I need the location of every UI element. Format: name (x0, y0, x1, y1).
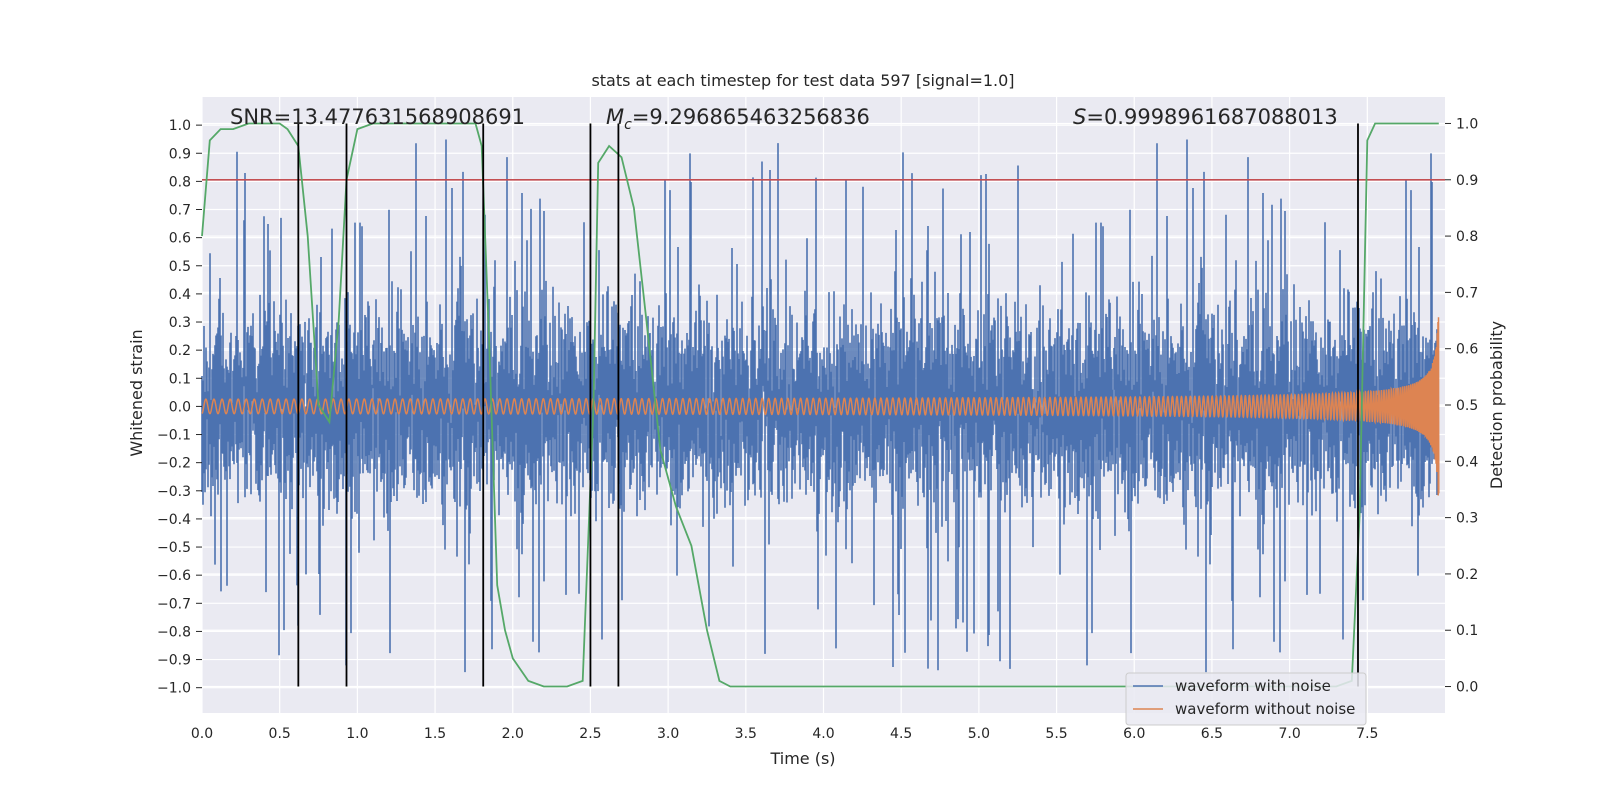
x-axis-label: Time (s) (769, 749, 835, 768)
x-tick-label-3: 1.5 (424, 726, 446, 742)
y-left-tick-label-16: −0.6 (157, 568, 191, 584)
y-right-tick-label-3: 0.7 (1456, 285, 1478, 301)
x-tick-label-13: 6.5 (1201, 726, 1223, 742)
x-tick-label-2: 1.0 (346, 726, 368, 742)
y-left-tick-label-4: 0.6 (169, 231, 191, 247)
y-right-tick-label-1: 0.9 (1456, 173, 1478, 189)
s-symbol: S (1073, 105, 1086, 129)
y-left-tick-label-1: 0.9 (169, 146, 191, 162)
legend-label-without-noise: waveform without noise (1175, 700, 1355, 718)
legend-label-with-noise: waveform with noise (1175, 677, 1331, 695)
y-right-tick-label-9: 0.1 (1456, 623, 1478, 639)
x-tick-label-6: 3.0 (657, 726, 679, 742)
y-left-tick-label-15: −0.5 (157, 540, 191, 556)
y-left-tick-label-19: −0.9 (157, 653, 191, 669)
y-right-tick-label-10: 0.0 (1456, 680, 1478, 696)
x-tick-label-10: 5.0 (968, 726, 990, 742)
y-left-tick-label-2: 0.8 (169, 174, 191, 190)
x-tick-label-15: 7.5 (1356, 726, 1378, 742)
chirp-mass-annotation: Mc=9.296865463256836 (606, 105, 870, 133)
right-y-axis-ticks: 1.0 0.9 0.8 0.7 0.6 0.5 0.4 0.3 0.2 0.1 0.0 (1445, 116, 1478, 696)
x-tick-label-5: 2.5 (579, 726, 601, 742)
right-y-axis-label: Detection probability (1487, 321, 1506, 489)
y-left-tick-label-17: −0.7 (157, 596, 191, 612)
y-right-tick-label-7: 0.3 (1456, 511, 1478, 527)
y-right-tick-label-2: 0.8 (1456, 229, 1478, 245)
y-left-tick-label-12: −0.2 (157, 456, 191, 472)
y-right-tick-label-5: 0.5 (1456, 398, 1478, 414)
y-left-tick-label-3: 0.7 (169, 203, 191, 219)
y-right-tick-label-0: 1.0 (1456, 116, 1478, 132)
x-axis-ticks: 0.0 0.5 1.0 1.5 2.0 2.5 3.0 3.5 4.0 4.5 5.0 5.5 6.0 6… (191, 726, 1379, 742)
vertical-markers (297, 123, 1359, 687)
y-left-tick-label-10: 0.0 (169, 399, 191, 415)
x-tick-label-7: 3.5 (735, 726, 757, 742)
y-right-tick-label-4: 0.6 (1456, 342, 1478, 358)
y-left-tick-label-5: 0.5 (169, 259, 191, 275)
legend-box (1125, 672, 1367, 726)
s-value: =0.9998961687088013 (1086, 105, 1337, 129)
x-tick-label-1: 0.5 (269, 726, 291, 742)
series-waveform-without-noise (201, 317, 1440, 496)
chirp-mass-value: =9.296865463256836 (632, 105, 870, 129)
y-left-tick-label-7: 0.3 (169, 315, 191, 331)
y-left-tick-label-14: −0.4 (157, 512, 191, 528)
x-tick-label-8: 4.0 (812, 726, 834, 742)
x-tick-label-12: 6.0 (1123, 726, 1145, 742)
y-left-tick-label-18: −0.8 (157, 624, 191, 640)
y-left-tick-label-20: −1.0 (157, 681, 191, 697)
snr-annotation: SNR=13.477631568908691 (230, 105, 525, 129)
x-tick-label-4: 2.0 (502, 726, 524, 742)
x-tick-label-0: 0.0 (191, 726, 213, 742)
x-tick-label-14: 7.0 (1278, 726, 1300, 742)
left-y-axis-ticks: 1.0 0.9 0.8 0.7 0.6 0.5 0.4 0.3 0.2 0.1 0.0 −0.1 −0.… (157, 118, 202, 697)
y-left-tick-label-6: 0.4 (169, 287, 191, 303)
y-left-tick-label-13: −0.3 (157, 484, 191, 500)
y-left-tick-label-11: −0.1 (157, 428, 191, 444)
chirp-mass-subscript: c (624, 117, 632, 133)
y-left-tick-label-9: 0.1 (169, 371, 191, 387)
chirp-mass-symbol: M (606, 105, 624, 129)
clean-waveform-line (201, 317, 1440, 496)
legend: waveform with noise waveform without noi… (1125, 672, 1367, 726)
y-right-tick-label-8: 0.2 (1456, 567, 1478, 583)
x-tick-label-9: 4.5 (890, 726, 912, 742)
y-right-tick-label-6: 0.4 (1456, 454, 1478, 470)
x-tick-label-11: 5.5 (1045, 726, 1067, 742)
s-annotation: S=0.9998961687088013 (1073, 105, 1338, 129)
y-left-tick-label-0: 1.0 (169, 118, 191, 134)
left-y-axis-label: Whitened strain (127, 329, 146, 456)
chart-title: stats at each timestep for test data 597… (591, 71, 1014, 90)
y-left-tick-label-8: 0.2 (169, 343, 191, 359)
